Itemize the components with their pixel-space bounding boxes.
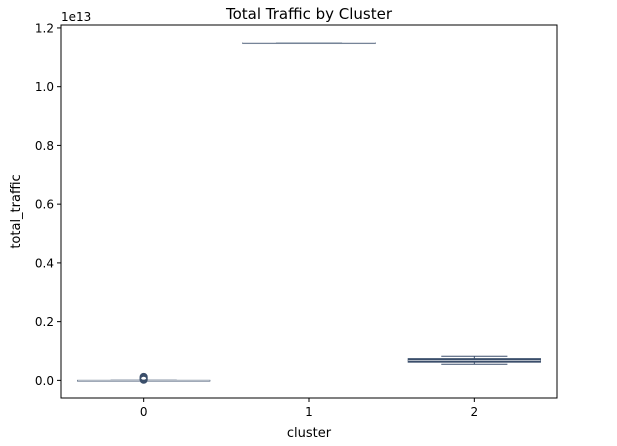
y-tick-label: 0.0 (35, 374, 54, 388)
y-tick-label: 1.0 (35, 80, 54, 94)
outlier-point (139, 372, 148, 381)
y-tick-label: 1.2 (35, 21, 54, 35)
x-tick-label: 1 (305, 405, 313, 419)
x-tick-label: 2 (471, 405, 479, 419)
y-axis-label: total_traffic (9, 174, 24, 248)
y-offset-label: 1e13 (61, 10, 91, 24)
x-tick-label: 0 (140, 405, 148, 419)
chart-title: Total Traffic by Cluster (225, 5, 393, 23)
y-tick-label: 0.4 (35, 256, 54, 270)
y-tick-label: 0.2 (35, 315, 54, 329)
x-axis-label: cluster (287, 426, 332, 441)
plot-area: 0.0 0.2 0.4 0.6 0.8 1.0 1.2 0 1 2 (35, 21, 541, 419)
plot-frame (60, 24, 558, 399)
y-tick-label: 0.8 (35, 139, 54, 153)
y-tick-label: 0.6 (35, 198, 54, 212)
